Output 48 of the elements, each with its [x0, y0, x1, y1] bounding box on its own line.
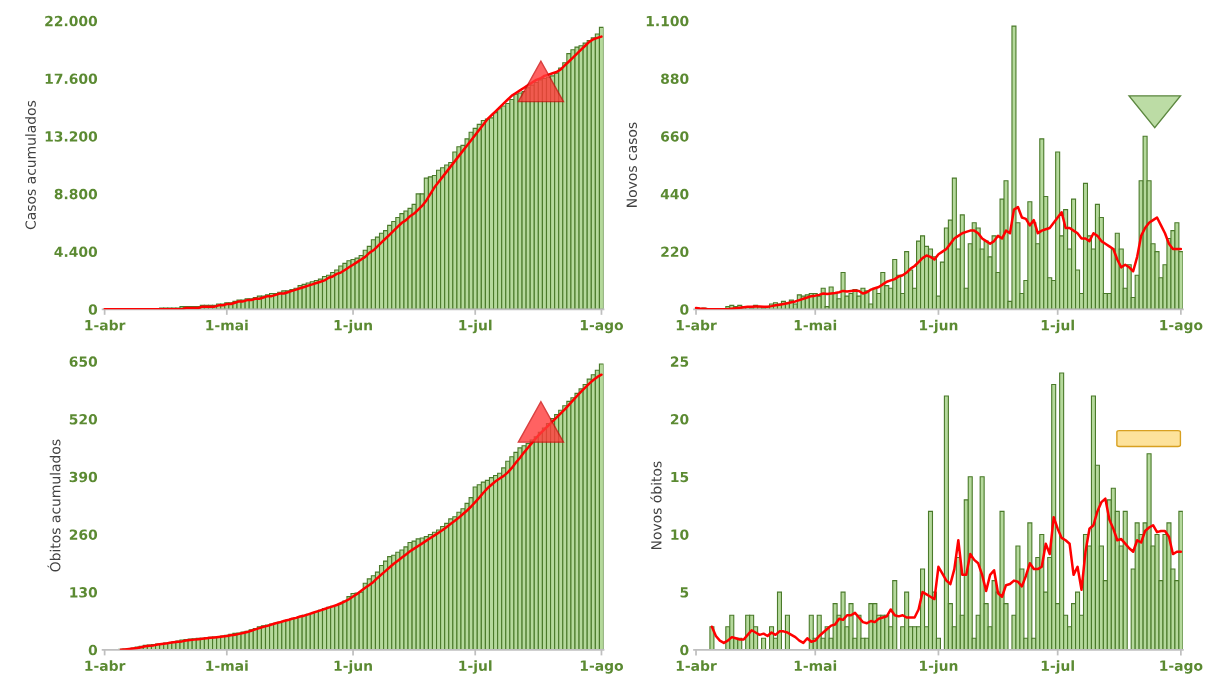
x-tick-label: 1-jun	[920, 319, 958, 334]
y-tick-label: 0	[88, 644, 98, 656]
y-axis-title: Novos casos	[626, 122, 637, 207]
x-tick-label: 1-abr	[85, 660, 126, 671]
y-tick-label: 4.400	[54, 246, 98, 258]
y-tick-label: 15	[671, 471, 689, 483]
x-tick-label: 1-mai	[794, 319, 837, 331]
x-tick-label: 1-jun	[334, 319, 372, 334]
x-tick-label: 1-jul	[459, 660, 492, 674]
x-tick-label: 1-ago	[1160, 320, 1203, 334]
y-tick-label: 1.100	[646, 15, 689, 27]
y-tick-label: 440	[660, 188, 689, 200]
y-tick-label: 650	[69, 356, 98, 367]
y-tick-label: 10	[671, 529, 689, 540]
x-tick-label: 1-abr	[85, 319, 126, 331]
x-tick-label: 1-jul	[1041, 319, 1074, 334]
x-tick-label: 1-mai	[794, 660, 837, 671]
y-tick-label: 390	[69, 471, 98, 483]
x-tick-label: 1-ago	[580, 660, 624, 674]
x-tick-label: 1-abr	[676, 660, 717, 671]
y-tick-label: 260	[69, 529, 98, 540]
x-tick-label: 1-jul	[459, 319, 492, 334]
y-tick-label: 8.800	[54, 188, 98, 200]
y-tick-label: 220	[661, 246, 689, 258]
y-axis-title: Casos acumulados	[25, 100, 36, 230]
y-tick-label: 520	[69, 414, 98, 425]
y-tick-label: 5	[680, 587, 689, 598]
x-tick-label: 1-mai	[206, 660, 248, 671]
y-axis-title: Óbitos acumulados	[47, 439, 61, 572]
x-tick-label: 1-jul	[1041, 660, 1074, 674]
y-axis-title: Novos óbitos	[650, 461, 662, 550]
y-tick-label: 130	[70, 587, 98, 598]
y-tick-label: 20	[670, 414, 689, 425]
y-tick-label: 0	[88, 304, 98, 315]
x-tick-label: 1-jun	[920, 660, 958, 674]
x-tick-label: 1-ago	[1160, 660, 1203, 674]
y-tick-label: 13.200	[45, 131, 98, 142]
y-tick-label: 17.600	[45, 73, 98, 85]
y-tick-label: 0	[680, 644, 689, 656]
x-tick-label: 1-ago	[580, 320, 624, 334]
y-tick-label: 660	[661, 131, 689, 142]
x-tick-label: 1-abr	[676, 319, 717, 331]
y-tick-label: 0	[680, 304, 689, 315]
x-tick-label: 1-mai	[206, 319, 248, 331]
y-tick-label: 880	[661, 73, 689, 85]
y-tick-label: 22.000	[45, 15, 98, 27]
y-tick-label: 25	[670, 356, 689, 367]
x-tick-label: 1-jun	[334, 660, 372, 674]
